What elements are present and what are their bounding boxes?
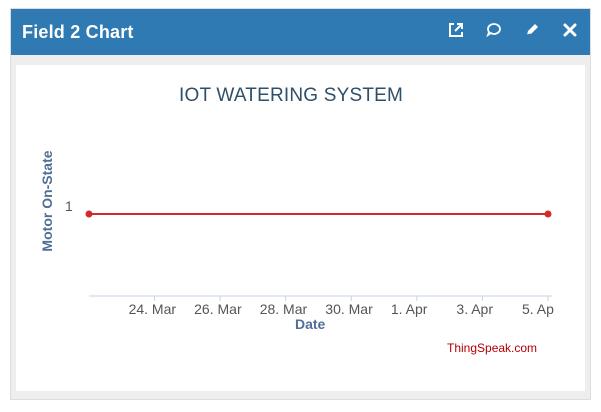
- x-tick-label: 5. Ap: [522, 301, 554, 317]
- x-axis-label: Date: [295, 316, 326, 332]
- comment-icon[interactable]: [484, 20, 504, 40]
- open-external-icon[interactable]: [446, 20, 466, 40]
- widget-header: Field 2 Chart: [11, 9, 590, 55]
- close-icon[interactable]: [560, 20, 580, 40]
- y-axis-label: Motor On-State: [39, 150, 55, 252]
- x-tick-label: 26. Mar: [194, 301, 242, 317]
- series-point: [544, 210, 552, 218]
- x-tick-label: 30. Mar: [325, 301, 373, 317]
- x-tick-label: 24. Mar: [128, 301, 177, 317]
- thingspeak-link[interactable]: ThingSpeak.com: [447, 341, 538, 355]
- widget-actions: [446, 20, 580, 40]
- x-tick-label: 1. Apr: [390, 301, 428, 317]
- x-tick-label: 28. Mar: [259, 301, 308, 317]
- chart-title: IOT WATERING SYSTEM: [179, 85, 404, 106]
- y-tick-label: 1: [65, 198, 73, 214]
- chart-plot: [85, 210, 552, 301]
- x-tick-label: 3. Apr: [456, 301, 494, 317]
- field-chart-widget: Field 2 Chart: [10, 8, 591, 400]
- series-point: [85, 210, 93, 218]
- chart-card: IOT WATERING SYSTEM Motor On-State 1 Dat…: [16, 65, 585, 391]
- edit-icon[interactable]: [522, 20, 542, 40]
- widget-title: Field 2 Chart: [22, 22, 134, 42]
